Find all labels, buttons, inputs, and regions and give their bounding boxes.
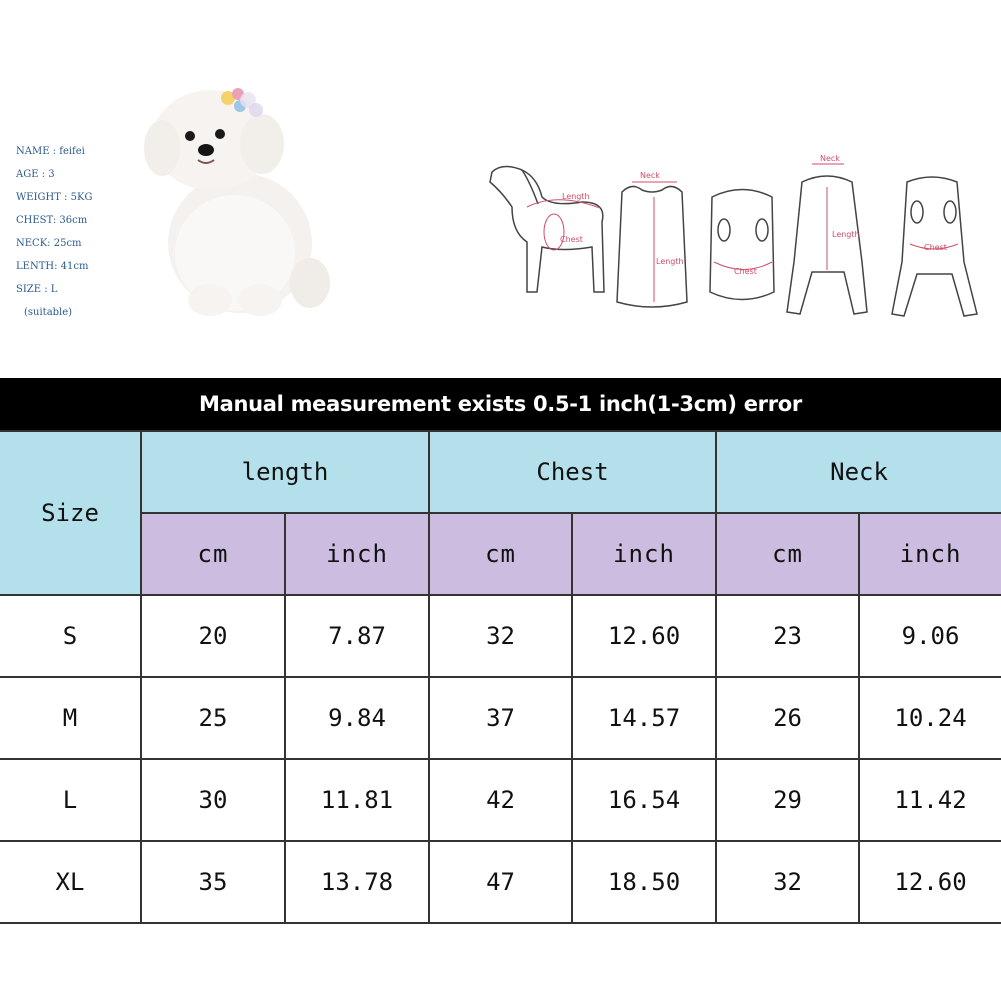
info-age: AGE : 3 [16, 169, 55, 180]
dog-photo [144, 88, 330, 316]
measurement-error-banner: Manual measurement exists 0.5-1 inch(1-3… [0, 378, 1001, 430]
table-cell: 32 [715, 840, 861, 924]
size-label: M [0, 676, 142, 760]
table-cell: 14.57 [571, 676, 718, 760]
table-cell: 47 [428, 840, 574, 924]
unit-header: cm [715, 512, 861, 596]
table-cell: 9.84 [283, 676, 431, 760]
measurement-diagram: Length Chest Neck Length Chest Neck Leng… [489, 154, 978, 317]
diagram-label-length-3: Length [832, 230, 860, 239]
diagram-label-chest: Chest [560, 235, 583, 244]
diagram-label-neck-2: Neck [820, 154, 840, 163]
unit-header: inch [283, 512, 431, 596]
table-row: M 25 9.84 37 14.57 26 10.24 [0, 676, 1001, 760]
diagram-label-neck-1: Neck [640, 171, 660, 180]
table-cell: 37 [428, 676, 574, 760]
unit-header: cm [140, 512, 286, 596]
diagram-label-chest-3: Chest [924, 243, 947, 252]
size-column-header: Size [0, 430, 142, 596]
table-cell: 12.60 [571, 594, 718, 678]
size-label: L [0, 758, 142, 842]
info-size: SIZE : L [16, 284, 58, 295]
info-neck: NECK: 25cm [16, 238, 82, 249]
table-cell: 16.54 [571, 758, 718, 842]
table-cell: 26 [715, 676, 861, 760]
dog-info-list: NAME : feifei AGE : 3 WEIGHT : 5KG CHEST… [16, 140, 92, 324]
table-cell: 12.60 [858, 840, 1001, 924]
size-label: S [0, 594, 142, 678]
diagram-label-length-2: Length [656, 257, 684, 266]
info-name: NAME : feifei [16, 146, 85, 157]
group-header-length: length [139, 430, 431, 514]
table-cell: 13.78 [283, 840, 431, 924]
info-weight: WEIGHT : 5KG [16, 192, 93, 203]
group-header-neck: Neck [715, 430, 1001, 514]
table-cell: 29 [715, 758, 861, 842]
table-cell: 20 [140, 594, 286, 678]
table-row: L 30 11.81 42 16.54 29 11.42 [0, 758, 1001, 842]
diagram-label-length: Length [562, 192, 590, 201]
size-label: XL [0, 840, 142, 924]
table-cell: 35 [140, 840, 286, 924]
table-cell: 18.50 [571, 840, 718, 924]
info-length: LENTH: 41cm [16, 261, 89, 272]
info-suitable: (suitable) [24, 307, 73, 318]
diagram-label-chest-2: Chest [734, 267, 757, 276]
unit-header: inch [571, 512, 718, 596]
table-cell: 30 [140, 758, 286, 842]
table-cell: 9.06 [858, 594, 1001, 678]
table-cell: 10.24 [858, 676, 1001, 760]
table-cell: 42 [428, 758, 574, 842]
table-cell: 25 [140, 676, 286, 760]
size-chart-table: Size length Chest Neck cm inch cm inch c… [0, 430, 1001, 924]
table-cell: 11.42 [858, 758, 1001, 842]
table-cell: 23 [715, 594, 861, 678]
table-cell: 7.87 [283, 594, 431, 678]
unit-header: cm [428, 512, 574, 596]
table-cell: 11.81 [283, 758, 431, 842]
table-row: XL 35 13.78 47 18.50 32 12.60 [0, 840, 1001, 924]
table-row: S 20 7.87 32 12.60 23 9.06 [0, 594, 1001, 678]
info-chest: CHEST: 36cm [16, 215, 88, 226]
group-header-chest: Chest [428, 430, 718, 514]
table-cell: 32 [428, 594, 574, 678]
unit-header: inch [858, 512, 1001, 596]
